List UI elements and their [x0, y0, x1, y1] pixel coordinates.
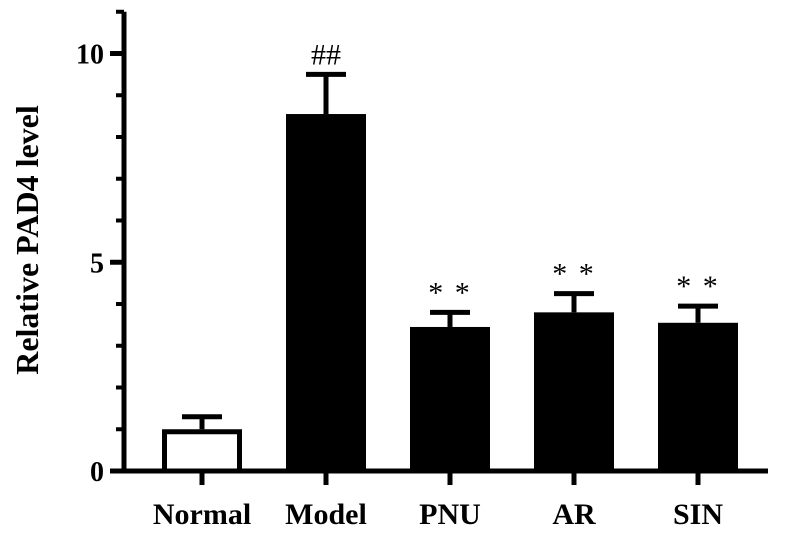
bar-ar: [534, 312, 614, 471]
bars: [162, 114, 738, 474]
significance-annotations: ## * * * * * *: [311, 38, 720, 309]
x-tick-label: SIN: [673, 498, 723, 531]
x-tick-label: Normal: [153, 498, 251, 531]
y-tick-labels: 0 5 10: [76, 40, 104, 489]
y-tick-label: 5: [90, 248, 104, 279]
bar-pnu: [410, 326, 490, 471]
bar-sin: [658, 322, 738, 471]
bar-model: [286, 114, 366, 471]
y-tick-label: 0: [90, 457, 104, 488]
x-tick-labels: Normal Model PNU AR SIN: [153, 498, 724, 531]
error-bars: [182, 71, 718, 430]
significance-mark: * *: [552, 258, 596, 291]
x-tick-label: PNU: [419, 498, 481, 531]
x-tick-label: Model: [285, 498, 367, 531]
y-tick-label: 10: [76, 40, 104, 71]
y-axis-label: Relative PAD4 level: [9, 105, 45, 375]
significance-mark: ##: [311, 38, 341, 71]
significance-mark: * *: [676, 270, 720, 303]
y-axis-title: Relative PAD4 level: [9, 105, 45, 375]
x-tick-label: AR: [552, 498, 596, 531]
bar-normal: [162, 429, 242, 474]
significance-mark: * *: [428, 276, 472, 309]
